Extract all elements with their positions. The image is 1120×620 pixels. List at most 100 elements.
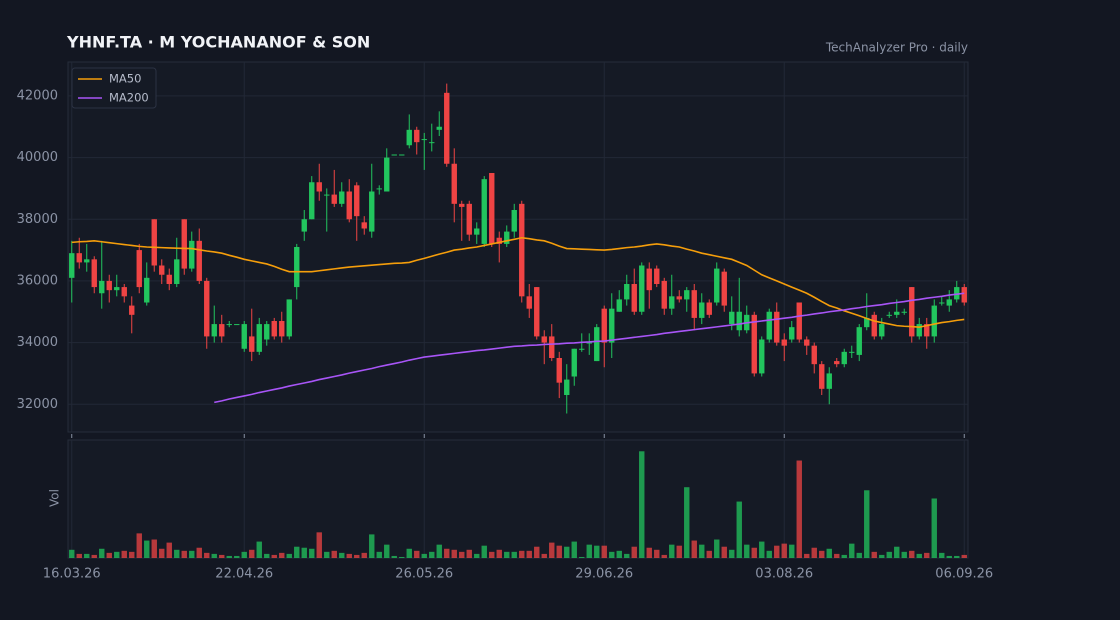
- candle-body: [939, 302, 945, 304]
- volume-bar: [609, 551, 615, 558]
- candle-body: [676, 296, 682, 300]
- candle-body: [301, 219, 307, 232]
- volume-bar: [466, 549, 472, 558]
- candle-body: [286, 299, 292, 337]
- volume-bar: [271, 554, 277, 558]
- candle-body: [594, 327, 600, 362]
- candle-body: [646, 268, 652, 291]
- candle-body: [354, 185, 360, 217]
- candle-body: [849, 351, 855, 353]
- volume-bar: [376, 551, 382, 558]
- candle-body: [616, 299, 622, 312]
- volume-bar: [549, 542, 555, 558]
- volume-bar: [211, 553, 217, 558]
- y-tick-label: 42000: [17, 88, 58, 103]
- candle-body: [609, 308, 615, 343]
- volume-bar: [564, 546, 570, 558]
- candle-body: [954, 287, 960, 300]
- volume-bar: [346, 553, 352, 558]
- volume-bar: [354, 554, 360, 558]
- x-tick-label: 29.06.26: [575, 567, 633, 582]
- candle-body: [766, 311, 772, 340]
- candle-body: [489, 173, 495, 244]
- volume-bar: [451, 549, 457, 558]
- candle-body: [729, 311, 735, 325]
- volume-bar: [226, 555, 232, 558]
- volume-bar: [234, 555, 240, 558]
- volume-bar: [76, 553, 82, 558]
- candle-body: [624, 284, 630, 300]
- candle-body: [279, 321, 285, 337]
- candle-body: [226, 324, 232, 326]
- candle-body: [871, 314, 877, 337]
- volume-bar: [864, 490, 870, 558]
- candle-body: [474, 228, 480, 235]
- volume-bar: [189, 550, 195, 558]
- volume-bar: [256, 541, 262, 558]
- volume-bar: [301, 547, 307, 558]
- candle-body: [99, 280, 105, 294]
- volume-bar: [579, 556, 585, 558]
- volume-bar: [181, 550, 187, 558]
- volume-bar: [841, 554, 847, 558]
- candle-body: [189, 240, 195, 269]
- candle-body: [264, 324, 270, 340]
- volume-bar: [106, 552, 112, 558]
- candle-body: [811, 345, 817, 365]
- candle-body: [841, 351, 847, 365]
- volume-bar: [586, 544, 592, 558]
- candle-body: [691, 290, 697, 318]
- volume-bar: [631, 546, 637, 558]
- candle-body: [661, 280, 667, 309]
- candle-body: [826, 373, 832, 389]
- x-tick-label: 22.04.26: [215, 567, 273, 582]
- candle-body: [346, 191, 352, 220]
- candle-body: [211, 324, 217, 337]
- candle-body: [481, 179, 487, 244]
- candle-body: [751, 314, 757, 374]
- candle-body: [241, 324, 247, 349]
- volume-bar: [136, 533, 142, 558]
- candle-body: [84, 259, 90, 263]
- candle-body: [579, 348, 585, 350]
- volume-bar: [406, 548, 412, 558]
- volume-bar: [826, 548, 832, 558]
- volume-bar: [114, 551, 120, 558]
- volume-bar: [676, 545, 682, 558]
- volume-bar: [699, 544, 705, 558]
- candle-body: [391, 154, 397, 156]
- candle-body: [309, 182, 315, 220]
- volume-bar: [496, 549, 502, 558]
- volume-bar: [249, 549, 255, 558]
- volume-bar: [436, 544, 442, 558]
- volume-bar: [766, 550, 772, 558]
- candle-body: [961, 287, 967, 303]
- volume-bar: [856, 552, 862, 558]
- candle-body: [294, 247, 300, 288]
- volume-bar: [714, 539, 720, 558]
- y-tick-label: 40000: [17, 150, 58, 165]
- candle-body: [564, 379, 570, 395]
- candle-body: [706, 302, 712, 315]
- volume-bar: [729, 549, 735, 558]
- volume-bar: [481, 545, 487, 558]
- volume-bar: [924, 552, 930, 558]
- candle-body: [196, 240, 202, 281]
- volume-bar: [556, 545, 562, 558]
- candle-body: [916, 324, 922, 337]
- volume-bar: [661, 554, 667, 558]
- candle-body: [631, 284, 637, 312]
- candle-body: [234, 324, 240, 326]
- candle-body: [774, 311, 780, 343]
- candle-body: [901, 311, 907, 313]
- candle-body: [864, 317, 870, 328]
- candle-body: [856, 327, 862, 355]
- candle-body: [406, 129, 412, 146]
- volume-bar: [309, 548, 315, 558]
- candle-body: [361, 222, 367, 229]
- volume-bar: [144, 540, 150, 558]
- candle-body: [114, 287, 120, 291]
- candle-body: [909, 287, 915, 337]
